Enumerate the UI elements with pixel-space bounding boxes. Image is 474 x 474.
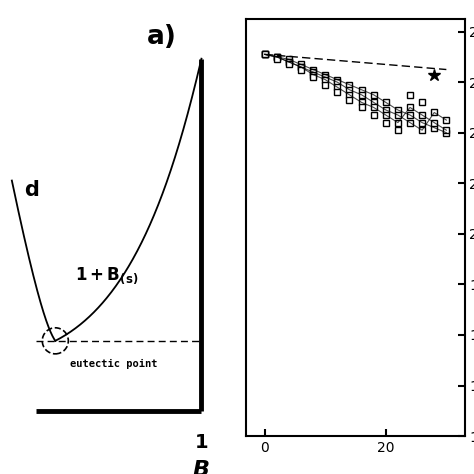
Text: B: B — [193, 460, 210, 474]
Text: $\mathbf{1 + B_{(s)}}$: $\mathbf{1 + B_{(s)}}$ — [75, 265, 138, 286]
Text: eutectic point: eutectic point — [70, 359, 158, 369]
Text: 1: 1 — [195, 433, 208, 452]
Text: a): a) — [147, 24, 177, 50]
Text: d: d — [24, 180, 38, 200]
